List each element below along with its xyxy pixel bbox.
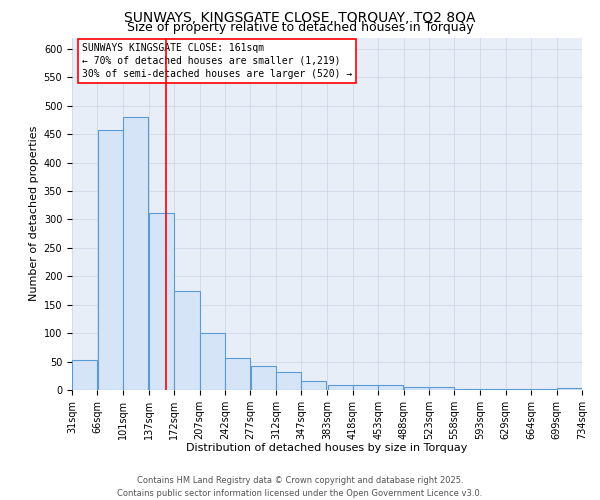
Bar <box>353 385 378 390</box>
X-axis label: Distribution of detached houses by size in Torquay: Distribution of detached houses by size … <box>187 444 467 454</box>
Bar <box>225 358 250 390</box>
Text: SUNWAYS KINGSGATE CLOSE: 161sqm
← 70% of detached houses are smaller (1,219)
30%: SUNWAYS KINGSGATE CLOSE: 161sqm ← 70% of… <box>82 43 352 79</box>
Bar <box>98 130 122 390</box>
Bar <box>328 385 353 390</box>
Bar <box>251 366 275 390</box>
Bar <box>123 117 148 390</box>
Text: Size of property relative to detached houses in Torquay: Size of property relative to detached ho… <box>127 21 473 34</box>
Bar <box>200 333 225 390</box>
Bar <box>557 388 582 390</box>
Y-axis label: Number of detached properties: Number of detached properties <box>29 126 40 302</box>
Bar <box>404 387 429 390</box>
Bar <box>175 290 200 390</box>
Bar <box>301 381 326 390</box>
Bar <box>72 360 97 390</box>
Text: SUNWAYS, KINGSGATE CLOSE, TORQUAY, TQ2 8QA: SUNWAYS, KINGSGATE CLOSE, TORQUAY, TQ2 8… <box>124 11 476 25</box>
Text: Contains HM Land Registry data © Crown copyright and database right 2025.
Contai: Contains HM Land Registry data © Crown c… <box>118 476 482 498</box>
Bar <box>379 385 403 390</box>
Bar <box>429 387 454 390</box>
Bar <box>276 372 301 390</box>
Bar <box>149 212 174 390</box>
